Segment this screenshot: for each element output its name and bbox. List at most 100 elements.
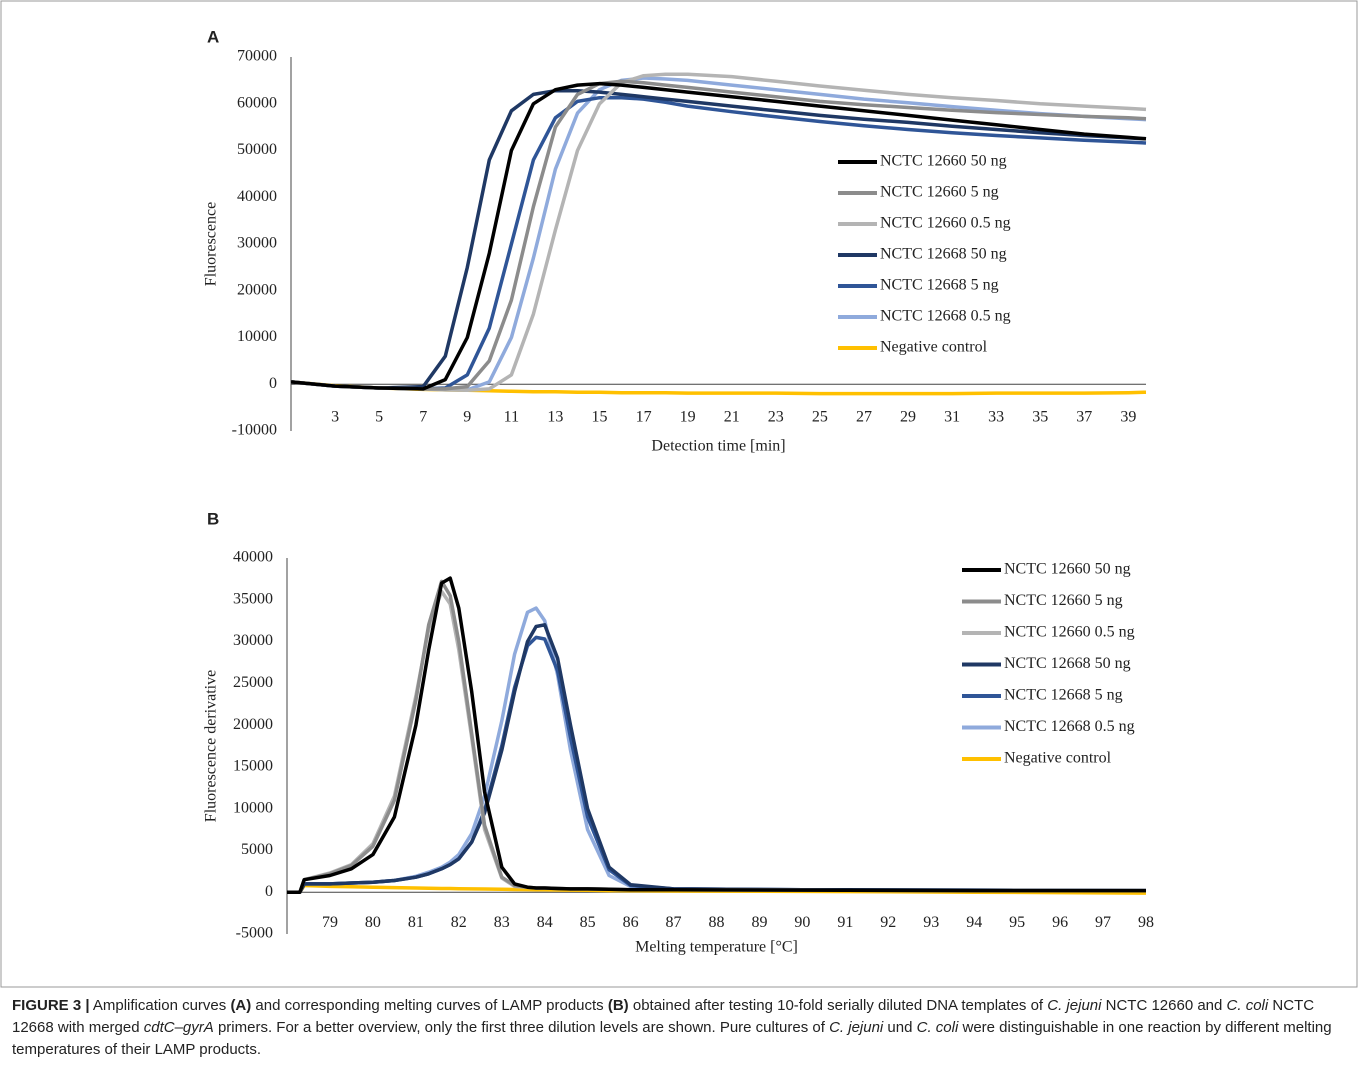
y-axis-title: Fluorescence <box>203 202 220 286</box>
y-tick-label: 5000 <box>241 841 273 858</box>
legend-label: NCTC 12668 5 ng <box>1004 687 1123 704</box>
x-tick-label: 11 <box>504 408 519 425</box>
x-tick-label: 15 <box>592 408 608 425</box>
legend-label: Negative control <box>1004 750 1112 767</box>
series-line <box>290 72 1147 393</box>
x-tick-label: 93 <box>923 914 939 931</box>
x-tick-label: 31 <box>944 408 960 425</box>
panel-label: B <box>207 509 219 528</box>
caption-text: und <box>883 1019 917 1036</box>
series-line <box>287 576 1146 894</box>
x-tick-label: 83 <box>494 914 510 931</box>
y-tick-label: 40000 <box>237 188 277 205</box>
x-tick-label: 39 <box>1120 408 1136 425</box>
y-tick-label: 60000 <box>237 94 277 111</box>
x-tick-label: 33 <box>988 408 1004 425</box>
y-tick-label: 35000 <box>233 590 273 607</box>
x-tick-label: 29 <box>900 408 916 425</box>
x-tick-label: 19 <box>680 408 696 425</box>
legend-label: NCTC 12668 0.5 ng <box>880 308 1011 325</box>
x-tick-label: 23 <box>768 408 784 425</box>
legend-label: NCTC 12668 5 ng <box>880 277 999 294</box>
caption-text: NCTC 12660 and <box>1101 997 1227 1014</box>
x-tick-label: 90 <box>794 914 810 931</box>
caption-text: C. coli <box>1226 997 1269 1014</box>
caption-text: NCTC 12668 with merged <box>12 997 1315 1036</box>
caption-text: (B) <box>607 997 629 1014</box>
caption-text: and corresponding melting curves of LAMP… <box>251 997 608 1014</box>
x-tick-label: 3 <box>331 408 339 425</box>
x-tick-label: 81 <box>408 914 424 931</box>
x-tick-label: 86 <box>623 914 639 931</box>
x-tick-label: 96 <box>1052 914 1068 931</box>
x-tick-label: 17 <box>636 408 652 425</box>
caption-text: cdtC–gyrA <box>143 1019 214 1036</box>
y-tick-label: 30000 <box>233 632 273 649</box>
x-tick-label: 98 <box>1138 914 1154 931</box>
legend-label: NCTC 12668 50 ng <box>880 246 1007 263</box>
panel-label: A <box>207 27 219 46</box>
legend-label: Negative control <box>880 339 988 356</box>
x-tick-label: 95 <box>1009 914 1025 931</box>
x-tick-label: 88 <box>709 914 725 931</box>
y-tick-label: 50000 <box>237 141 277 158</box>
y-tick-label: 0 <box>269 375 277 392</box>
x-tick-label: 91 <box>837 914 853 931</box>
y-tick-label: 10000 <box>237 328 277 345</box>
x-tick-label: 79 <box>322 914 338 931</box>
legend-label: NCTC 12660 5 ng <box>880 184 999 201</box>
y-tick-label: -5000 <box>236 925 273 942</box>
legend-label: NCTC 12660 50 ng <box>1004 561 1131 578</box>
x-tick-label: 84 <box>537 914 553 931</box>
x-tick-label: 85 <box>580 914 596 931</box>
x-tick-label: 13 <box>547 408 563 425</box>
x-tick-label: 37 <box>1076 408 1092 425</box>
x-tick-label: 89 <box>751 914 767 931</box>
caption-text: (A) <box>230 997 252 1014</box>
x-tick-label: 94 <box>966 914 982 931</box>
x-tick-label: 9 <box>463 408 471 425</box>
y-tick-label: -10000 <box>232 422 277 439</box>
x-tick-label: 97 <box>1095 914 1111 931</box>
y-tick-label: 20000 <box>233 716 273 733</box>
legend-label: NCTC 12660 0.5 ng <box>1004 624 1135 641</box>
figure-caption: FIGURE 3 | Amplification curves (A) and … <box>12 995 1348 1061</box>
y-tick-label: 40000 <box>233 549 273 566</box>
caption-text: obtained after testing 10-fold serially … <box>628 997 1048 1014</box>
x-tick-label: 27 <box>856 408 872 425</box>
caption-text: primers. For a better overview, only the… <box>213 1019 830 1036</box>
legend-label: NCTC 12660 5 ng <box>1004 592 1123 609</box>
x-tick-label: 92 <box>880 914 896 931</box>
caption-text: C. jejuni <box>829 1019 884 1036</box>
figure: A -10000 0 10000 20000 30000 40000 50000 60000 7 0… <box>0 0 1358 988</box>
y-tick-label: 15000 <box>233 758 273 775</box>
x-tick-label: 5 <box>375 408 383 425</box>
x-tick-label: 21 <box>724 408 740 425</box>
y-tick-label: 10000 <box>233 799 273 816</box>
legend-label: NCTC 12660 50 ng <box>880 153 1007 170</box>
series-line <box>287 623 1147 894</box>
y-tick-label: 20000 <box>237 281 277 298</box>
x-axis-title: Detection time [min] <box>651 438 785 455</box>
series-line <box>290 88 1147 390</box>
series-line <box>290 95 1147 391</box>
x-tick-label: 7 <box>419 408 427 425</box>
x-axis-title: Melting temperature [°C] <box>635 939 798 956</box>
y-tick-label: 30000 <box>237 235 277 252</box>
figure-frame <box>0 0 1358 988</box>
legend-label: NCTC 12668 50 ng <box>1004 655 1131 672</box>
caption-text: C. jejuni <box>1047 997 1102 1014</box>
x-tick-label: 82 <box>451 914 467 931</box>
x-tick-label: 25 <box>812 408 828 425</box>
series-line <box>290 81 1147 391</box>
x-tick-label: 35 <box>1032 408 1048 425</box>
caption-text: C. coli <box>916 1019 959 1036</box>
caption-text: were distinguishable in one reaction by … <box>12 1019 1332 1058</box>
y-tick-label: 0 <box>265 883 273 900</box>
series-line <box>290 76 1147 392</box>
x-tick-label: 80 <box>365 914 381 931</box>
legend-label: NCTC 12668 0.5 ng <box>1004 718 1135 735</box>
y-tick-label: 25000 <box>233 674 273 691</box>
caption-text: FIGURE 3 | <box>12 997 90 1014</box>
